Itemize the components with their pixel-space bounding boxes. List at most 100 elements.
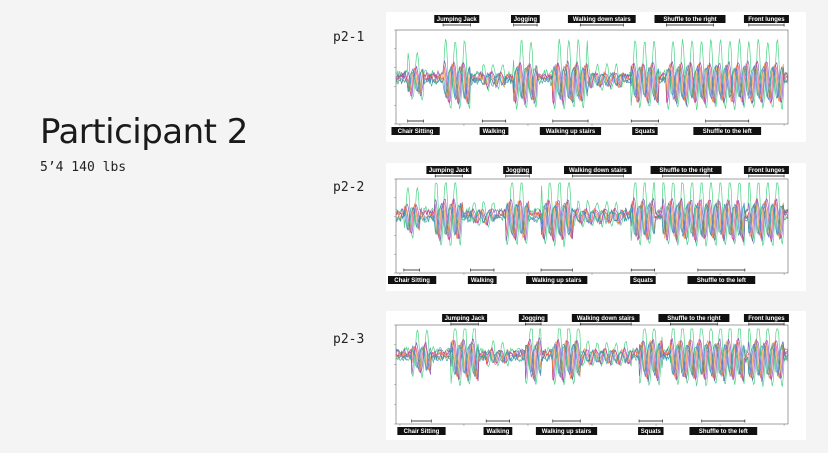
activity-label-text: Shuffle to the left (699, 429, 748, 435)
activity-label-bg (687, 276, 756, 284)
activity-label-bg (510, 15, 540, 23)
activity-label-text: Jumping Jack (429, 168, 470, 174)
activity-label: Jogging (503, 166, 532, 178)
activity-label: Front lunges (743, 314, 789, 326)
activity-label-bg (479, 127, 509, 135)
sensor-series-line (395, 342, 789, 377)
sensor-series-line (395, 338, 789, 381)
activity-label-bg (434, 15, 480, 23)
activity-label-text: Shuffle to the right (663, 17, 716, 23)
activity-label: Front lunges (743, 166, 789, 178)
sensor-series-line (395, 198, 789, 241)
activity-label-text: Chair Sitting (404, 429, 440, 435)
activity-label: Walking (483, 419, 513, 435)
activity-label: Shuffle to the right (650, 166, 722, 178)
activity-label-text: Squats (635, 129, 656, 135)
activity-label-bg (689, 427, 758, 435)
activity-label: Chair Sitting (391, 119, 440, 135)
sensor-series-line (395, 340, 789, 378)
activity-label-bg (388, 276, 437, 284)
activity-label: Squats (630, 268, 656, 284)
activity-label-bg (650, 166, 722, 174)
activity-label-text: Chair Sitting (394, 278, 430, 284)
chart-panel-p2-3: Chair Sitting Jumping Jack Walking Jogging W… (386, 311, 806, 440)
activity-label: Jumping Jack (434, 15, 480, 27)
activity-label: Shuffle to the left (687, 268, 756, 284)
sensor-series-line (395, 202, 789, 237)
activity-label-text: Walking down stairs (577, 316, 635, 322)
activity-label: Shuffle to the right (654, 15, 726, 27)
activity-label-bg (526, 276, 588, 284)
activity-label: Squats (630, 119, 659, 135)
activity-label: Walking up stairs (526, 268, 588, 284)
sensor-series-line (395, 64, 789, 101)
activity-label: Walking down stairs (567, 15, 636, 27)
sensor-series-line (395, 182, 789, 248)
activity-label-text: Walking down stairs (573, 17, 631, 23)
panel-label-p2-3: p2-3 (333, 332, 365, 347)
activity-label-bg (743, 314, 789, 322)
activity-label-bg (503, 166, 532, 174)
activity-label-text: Jogging (522, 316, 546, 322)
activity-label: Walking (479, 119, 509, 135)
activity-label-bg (442, 314, 488, 322)
activity-label: Chair Sitting (388, 268, 437, 284)
activity-label-text: Jumping Jack (445, 316, 486, 322)
activity-label: Walking down stairs (571, 314, 640, 326)
activity-label: Shuffle to the left (689, 419, 758, 435)
activity-label-text: Jumping Jack (437, 17, 478, 23)
activity-label-bg (483, 427, 513, 435)
activity-label-text: Shuffle to the left (703, 129, 752, 135)
activity-label-bg (571, 314, 640, 322)
activity-label-bg (518, 314, 548, 322)
activity-label: Jumping Jack (426, 166, 472, 178)
sensor-chart-p2-2: Chair Sitting Jumping Jack Walking Jogging W… (388, 166, 789, 284)
activity-label-text: Front lunges (748, 168, 785, 174)
panel-label-p2-2: p2-2 (333, 180, 365, 195)
activity-label-text: Walking up stairs (542, 429, 592, 435)
activity-label-bg (632, 127, 658, 135)
activity-label-text: Jogging (514, 17, 538, 23)
activity-label-bg (397, 427, 446, 435)
sensor-series-line (395, 200, 789, 240)
activity-label-text: Front lunges (748, 316, 785, 322)
activity-label-bg (693, 127, 762, 135)
activity-label-bg (630, 276, 656, 284)
activity-label: Squats (638, 419, 664, 435)
activity-label-text: Walking up stairs (532, 278, 582, 284)
panel-label-p2-1: p2-1 (333, 30, 365, 45)
activity-label-bg (658, 314, 730, 322)
activity-label-text: Walking down stairs (569, 168, 627, 174)
activity-label-text: Shuffle to the left (697, 278, 746, 284)
sensor-series-line (395, 197, 789, 243)
page-title: Participant 2 (40, 112, 248, 152)
sensor-chart-p2-1: Chair Sitting Jumping Jack Walking Jogging W… (391, 15, 789, 135)
activity-label-bg (638, 427, 664, 435)
activity-label: Shuffle to the right (658, 314, 730, 326)
activity-label: Shuffle to the left (693, 119, 762, 135)
sensor-series-line (395, 62, 789, 103)
participant-stats: 5’4 140 lbs (40, 160, 127, 175)
activity-label-bg (539, 127, 602, 135)
activity-label-text: Walking (471, 278, 494, 284)
activity-label-bg (654, 15, 726, 23)
activity-label-text: Walking (483, 129, 506, 135)
chart-panel-p2-1: Chair Sitting Jumping Jack Walking Jogging W… (386, 12, 806, 142)
activity-label: Walking down stairs (564, 166, 632, 178)
activity-label-bg (535, 427, 598, 435)
activity-label: Walking up stairs (535, 419, 598, 435)
activity-label: Chair Sitting (397, 419, 446, 435)
activity-label: Jogging (518, 314, 548, 326)
activity-label: Jumping Jack (442, 314, 488, 326)
sensor-series-line (395, 65, 789, 99)
activity-label-bg (467, 276, 497, 284)
activity-label-bg (567, 15, 636, 23)
activity-label-text: Chair Sitting (398, 129, 434, 135)
chart-panel-p2-2: Chair Sitting Jumping Jack Walking Jogging W… (386, 163, 806, 291)
activity-label-bg (426, 166, 472, 174)
activity-label-text: Front lunges (748, 17, 785, 23)
activity-label-bg (743, 166, 789, 174)
activity-label-text: Jogging (506, 168, 530, 174)
sensor-chart-p2-3: Chair Sitting Jumping Jack Walking Jogging W… (394, 314, 789, 435)
sensor-series-line (395, 339, 789, 379)
